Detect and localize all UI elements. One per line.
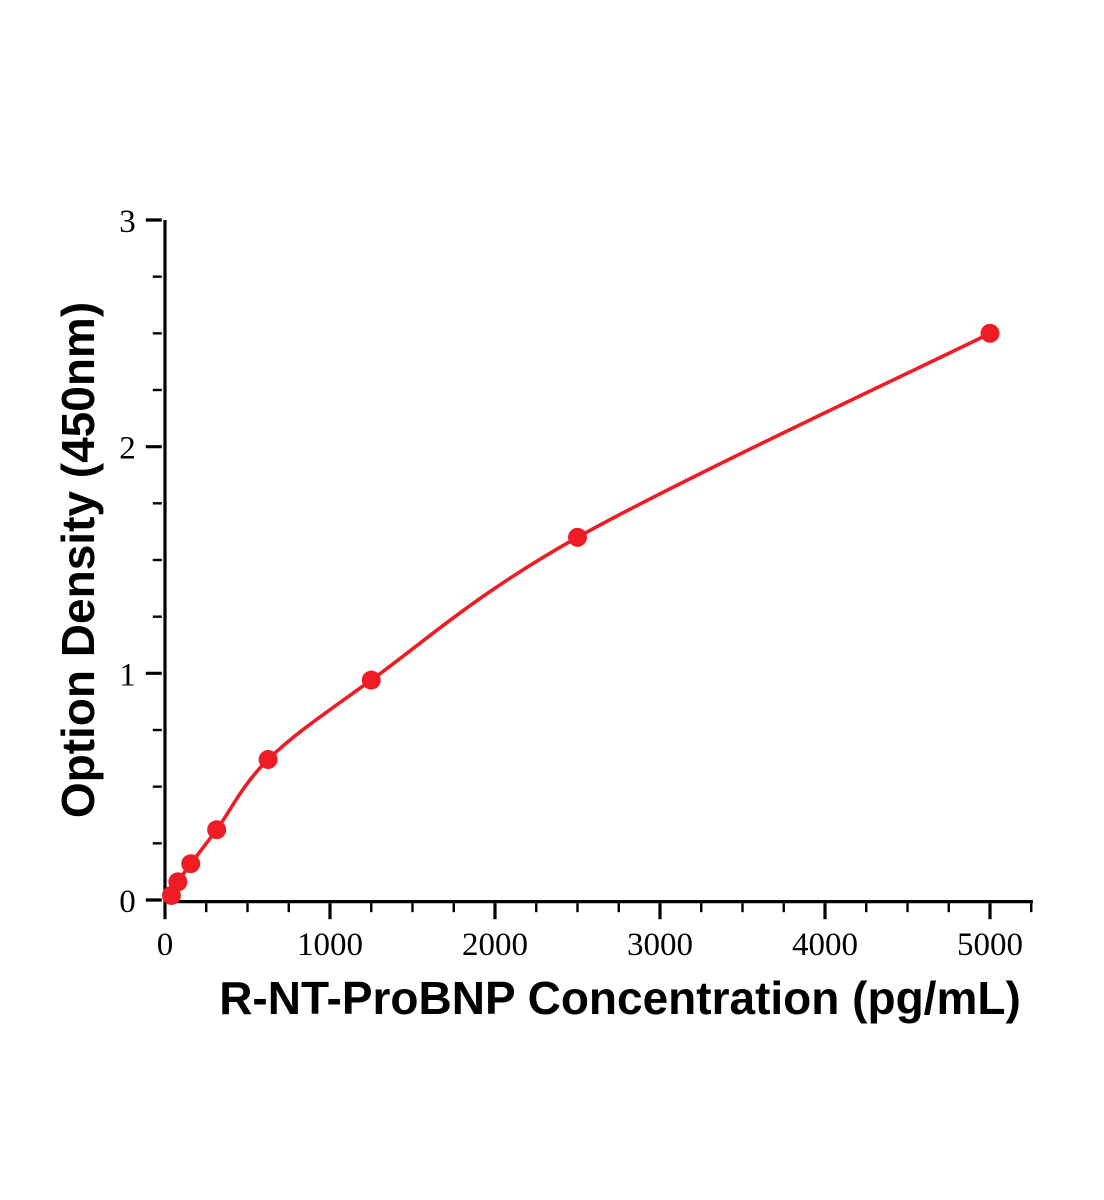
data-point bbox=[980, 323, 1000, 343]
data-point bbox=[207, 820, 227, 840]
curve-line bbox=[169, 331, 992, 898]
x-tick-label: 4000 bbox=[792, 927, 858, 963]
data-point bbox=[181, 854, 201, 874]
data-point bbox=[258, 749, 278, 769]
x-tick-label: 1000 bbox=[297, 927, 363, 963]
y-tick-label: 3 bbox=[119, 204, 136, 240]
x-tick-label: 5000 bbox=[957, 927, 1023, 963]
data-point bbox=[568, 527, 587, 547]
y-tick-label: 1 bbox=[119, 657, 136, 693]
data-point bbox=[168, 872, 188, 892]
y-axis-title: Option Density (450nm) bbox=[52, 301, 104, 819]
y-tick-label: 2 bbox=[119, 431, 136, 467]
x-axis-title: R-NT-ProBNP Concentration (pg/mL) bbox=[219, 972, 1021, 1024]
x-tick-label: 2000 bbox=[462, 927, 528, 963]
x-tick-label: 0 bbox=[157, 927, 174, 963]
y-tick-label: 0 bbox=[119, 884, 136, 920]
data-point bbox=[361, 670, 381, 690]
x-tick-label: 3000 bbox=[627, 927, 693, 963]
